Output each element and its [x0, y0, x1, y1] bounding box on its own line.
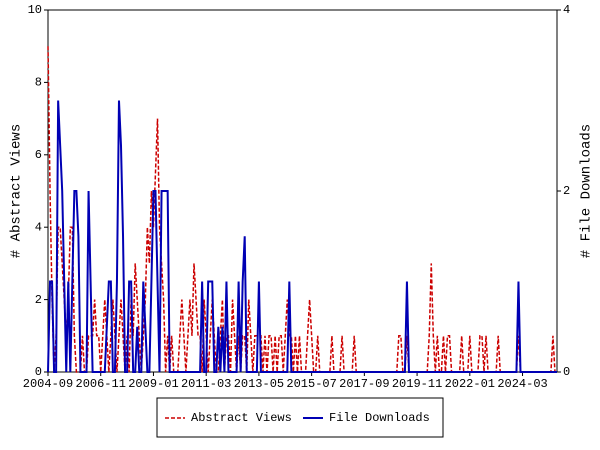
y2-tick-label: 0: [563, 365, 570, 379]
x-tick-label: 2019-11: [392, 377, 442, 391]
series-line: [47, 100, 557, 373]
y2-tick-label: 2: [563, 184, 570, 198]
x-tick-label: 2011-03: [181, 377, 231, 391]
y-axis-title: # Abstract Views: [9, 124, 25, 258]
x-tick-label: 2022-01: [445, 377, 495, 391]
x-tick-label: 2024-03: [497, 377, 547, 391]
y2-tick-label: 4: [563, 3, 570, 17]
legend-label: Abstract Views: [191, 411, 292, 425]
y2-axis-title: # File Downloads: [579, 124, 595, 258]
x-tick-label: 2009-01: [128, 377, 178, 391]
legend-label: File Downloads: [329, 411, 430, 425]
x-tick-label: 2013-05: [234, 377, 284, 391]
y-tick-label: 0: [35, 365, 42, 379]
x-tick-label: 2006-11: [76, 377, 126, 391]
x-tick-label: 2017-09: [339, 377, 389, 391]
y-tick-label: 4: [35, 220, 42, 234]
y-tick-label: 2: [35, 293, 42, 307]
x-tick-label: 2004-09: [23, 377, 73, 391]
y-tick-label: 6: [35, 148, 42, 162]
y-tick-label: 10: [28, 3, 42, 17]
y-tick-label: 8: [35, 76, 42, 90]
x-tick-label: 2015-07: [286, 377, 336, 391]
legend-box: [156, 397, 444, 438]
